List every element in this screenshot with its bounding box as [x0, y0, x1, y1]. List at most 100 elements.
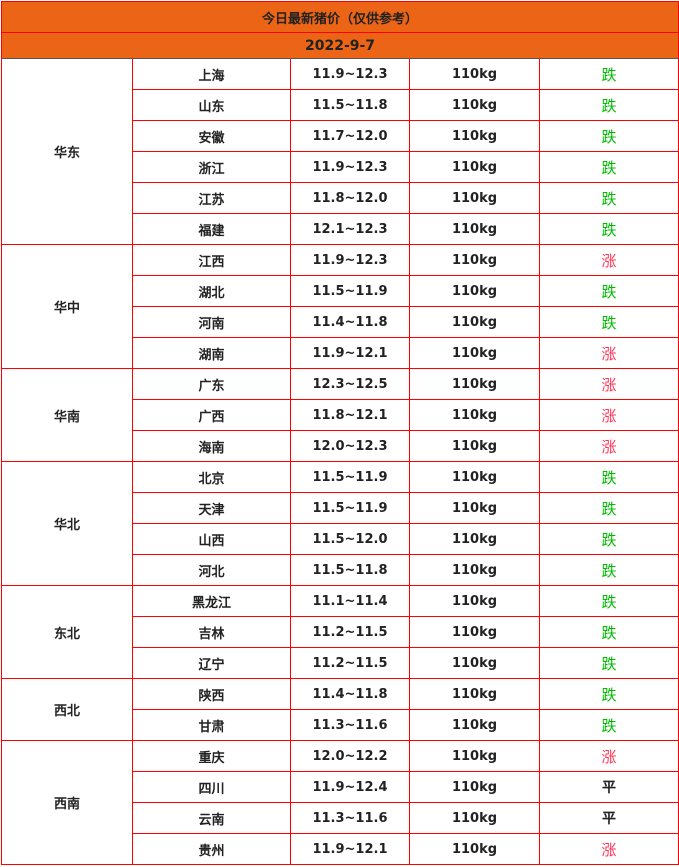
- weight-cell: 110kg: [409, 120, 540, 152]
- weight-cell: 110kg: [409, 833, 540, 865]
- weight-cell: 110kg: [409, 430, 540, 462]
- province-cell: 浙江: [132, 151, 291, 183]
- weight-cell: 110kg: [409, 616, 540, 648]
- province-cell: 四川: [132, 771, 291, 803]
- weight-cell: 110kg: [409, 585, 540, 617]
- province-cell: 湖南: [132, 337, 291, 369]
- province-cell: 天津: [132, 492, 291, 524]
- table-row: 华北 北京 11.5~11.9 110kg 跌: [1, 461, 679, 586]
- weight-cell: 110kg: [409, 709, 540, 741]
- trend-cell: 涨: [538, 430, 679, 462]
- table-row: 吉林 11.2~11.5 110kg 跌: [2, 616, 679, 648]
- trend-cell: 涨: [538, 740, 679, 772]
- date-row: 2022-9-7: [0, 32, 679, 59]
- trend-cell: 涨: [538, 399, 679, 431]
- table-row: 华中 江西 11.9~12.3 110kg 涨: [1, 244, 679, 369]
- trend-cell: 涨: [538, 337, 679, 369]
- trend-cell: 跌: [538, 616, 679, 648]
- trend-cell: 跌: [538, 709, 679, 741]
- price-cell: 11.3~11.6: [290, 709, 410, 741]
- table-row: 山西 11.5~12.0 110kg 跌: [2, 523, 679, 555]
- trend-cell: 跌: [538, 647, 679, 679]
- price-cell: 11.9~12.3: [290, 151, 410, 183]
- price-cell: 11.4~11.8: [290, 678, 410, 710]
- price-cell: 11.9~12.3: [290, 58, 410, 90]
- table-row: 西北 陕西 11.4~11.8 110kg 跌: [1, 678, 679, 741]
- province-cell: 黑龙江: [132, 585, 291, 617]
- weight-cell: 110kg: [409, 678, 540, 710]
- weight-cell: 110kg: [409, 492, 540, 524]
- trend-cell: 平: [538, 802, 679, 834]
- table-row: 浙江 11.9~12.3 110kg 跌: [2, 151, 679, 183]
- price-cell: 11.9~12.3: [290, 244, 410, 276]
- province-cell: 云南: [132, 802, 291, 834]
- region-cell: 华北: [1, 461, 133, 586]
- trend-cell: 跌: [538, 585, 679, 617]
- table-row: 东北 黑龙江 11.1~11.4 110kg 跌: [1, 585, 679, 679]
- price-cell: 11.9~12.1: [290, 337, 410, 369]
- province-cell: 海南: [132, 430, 291, 462]
- trend-cell: 跌: [538, 151, 679, 183]
- price-cell: 11.3~11.6: [290, 802, 410, 834]
- weight-cell: 110kg: [409, 740, 540, 772]
- weight-cell: 110kg: [409, 523, 540, 555]
- province-cell: 山东: [132, 89, 291, 121]
- price-cell: 11.7~12.0: [290, 120, 410, 152]
- table-row: 河北 11.5~11.8 110kg 跌: [2, 554, 679, 586]
- trend-cell: 跌: [538, 213, 679, 245]
- title-row: 今日最新猪价（仅供参考）: [0, 1, 679, 33]
- trend-cell: 跌: [538, 554, 679, 586]
- price-cell: 11.2~11.5: [290, 616, 410, 648]
- price-cell: 11.8~12.0: [290, 182, 410, 214]
- trend-cell: 涨: [538, 833, 679, 865]
- trend-cell: 跌: [538, 275, 679, 307]
- province-cell: 广西: [132, 399, 291, 431]
- region-cell: 西南: [1, 740, 133, 865]
- weight-cell: 110kg: [409, 802, 540, 834]
- province-cell: 河北: [132, 554, 291, 586]
- table-row: 福建 12.1~12.3 110kg 跌: [2, 213, 679, 245]
- province-cell: 陕西: [132, 678, 291, 710]
- table-row: 安徽 11.7~12.0 110kg 跌: [2, 120, 679, 152]
- weight-cell: 110kg: [409, 275, 540, 307]
- province-cell: 广东: [132, 368, 291, 400]
- weight-cell: 110kg: [409, 213, 540, 245]
- price-cell: 11.5~11.9: [290, 275, 410, 307]
- table-row: 天津 11.5~11.9 110kg 跌: [2, 492, 679, 524]
- region-cell: 华东: [1, 58, 133, 245]
- region-cell: 东北: [1, 585, 133, 679]
- price-cell: 12.0~12.2: [290, 740, 410, 772]
- trend-cell: 跌: [538, 182, 679, 214]
- table-row: 华东 上海 11.9~12.3 110kg 跌: [1, 58, 679, 245]
- price-cell: 11.8~12.1: [290, 399, 410, 431]
- price-cell: 11.2~11.5: [290, 647, 410, 679]
- table-row: 湖北 11.5~11.9 110kg 跌: [2, 275, 679, 307]
- price-cell: 11.5~11.9: [290, 461, 410, 493]
- trend-cell: 涨: [538, 244, 679, 276]
- price-cell: 11.5~12.0: [290, 523, 410, 555]
- province-cell: 重庆: [132, 740, 291, 772]
- province-cell: 福建: [132, 213, 291, 245]
- trend-cell: 跌: [538, 120, 679, 152]
- price-cell: 11.5~11.9: [290, 492, 410, 524]
- trend-cell: 跌: [538, 678, 679, 710]
- table-row: 湖南 11.9~12.1 110kg 涨: [2, 337, 679, 369]
- province-cell: 江西: [132, 244, 291, 276]
- region-cell: 西北: [1, 678, 133, 741]
- province-cell: 上海: [132, 58, 291, 90]
- province-cell: 甘肃: [132, 709, 291, 741]
- price-cell: 12.3~12.5: [290, 368, 410, 400]
- weight-cell: 110kg: [409, 151, 540, 183]
- table-title: 今日最新猪价（仅供参考）: [0, 1, 679, 33]
- price-cell: 12.0~12.3: [290, 430, 410, 462]
- trend-cell: 涨: [538, 368, 679, 400]
- weight-cell: 110kg: [409, 771, 540, 803]
- table-row: 辽宁 11.2~11.5 110kg 跌: [2, 647, 679, 679]
- price-cell: 11.1~11.4: [290, 585, 410, 617]
- table-row: 贵州 11.9~12.1 110kg 涨: [2, 833, 679, 865]
- province-cell: 贵州: [132, 833, 291, 865]
- province-cell: 山西: [132, 523, 291, 555]
- weight-cell: 110kg: [409, 89, 540, 121]
- trend-cell: 跌: [538, 89, 679, 121]
- weight-cell: 110kg: [409, 244, 540, 276]
